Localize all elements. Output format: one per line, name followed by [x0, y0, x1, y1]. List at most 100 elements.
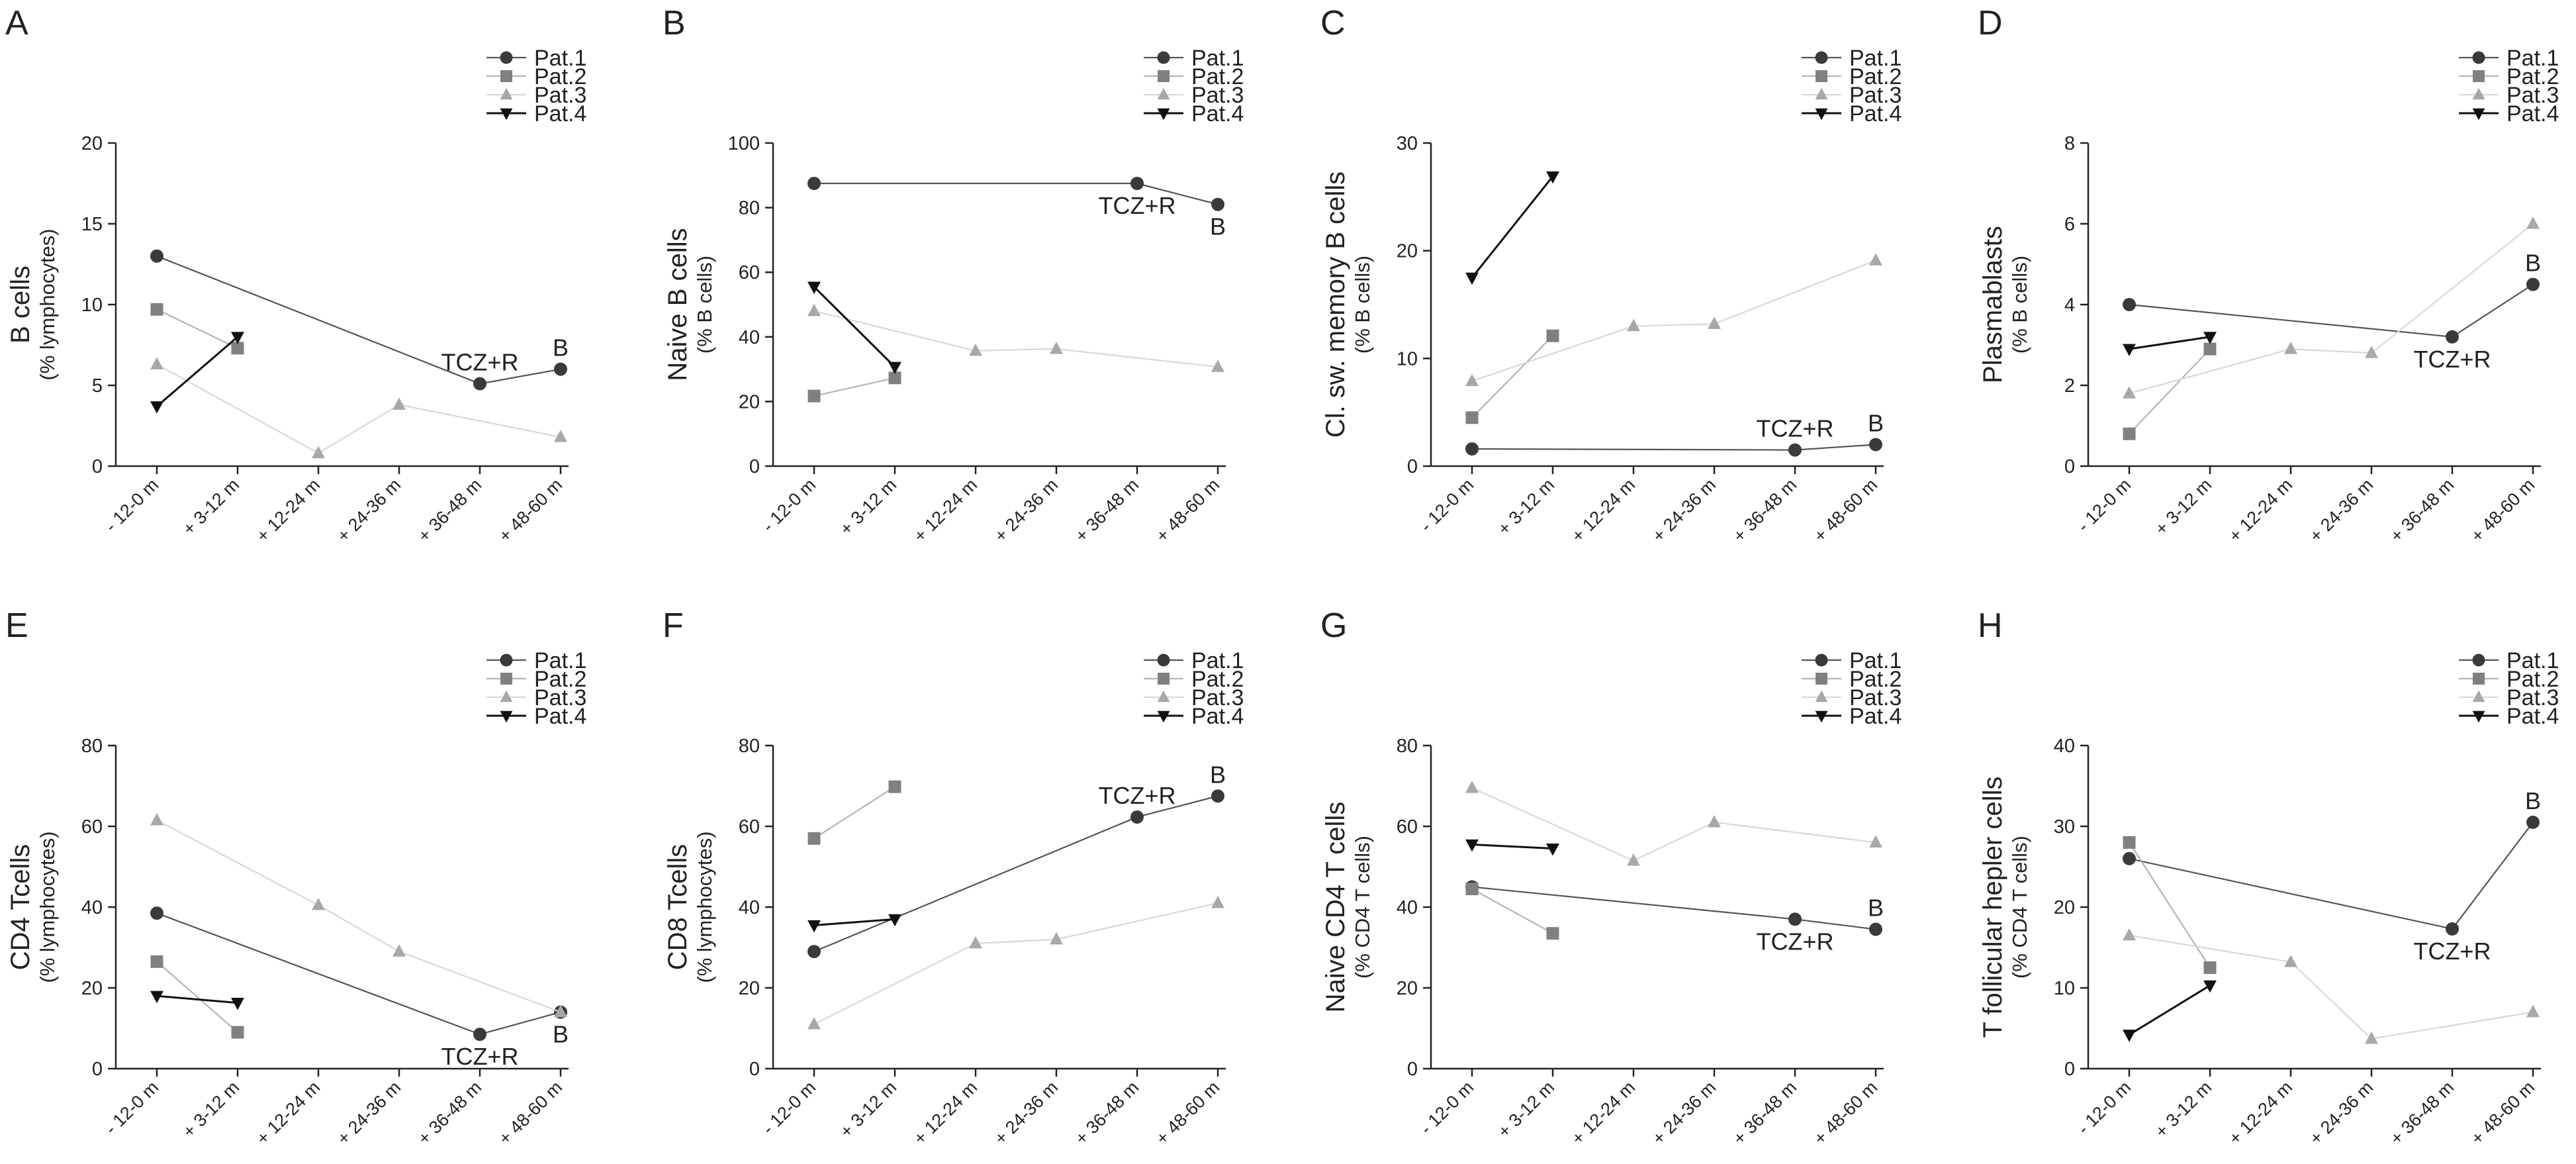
y-tick-label: 20: [739, 391, 760, 412]
x-tick-label: + 3-12 m: [1494, 1077, 1558, 1141]
series-line-pat-2: [2129, 842, 2211, 969]
data-point-pat-3: [392, 944, 406, 957]
x-tick-label: + 12-24 m: [2225, 1077, 2297, 1149]
panel-g: G 0 20 40 60 80 - 12-0 m + 3-12 m + 12-24 m + 24-…: [1320, 606, 1902, 1149]
legend-label-pat-1: Pat.1: [2507, 648, 2559, 673]
x-tick-label: - 12-0 m: [1416, 1077, 1477, 1138]
series-pat-3: [807, 303, 1224, 372]
y-axis-label: Naive CD4 T cells: [1321, 802, 1350, 1013]
x-tick-label: + 3-12 m: [2151, 1077, 2215, 1141]
data-point-pat-3: [2526, 1004, 2540, 1018]
data-point-pat-3: [150, 357, 163, 369]
y-axis-sublabel: (% lymphocytes): [36, 831, 59, 983]
data-point-pat-1: [2123, 298, 2136, 311]
x-tick-label: + 48-60 m: [2467, 475, 2539, 546]
x-tick-label: - 12-0 m: [759, 1077, 819, 1138]
data-point-pat-2: [2123, 836, 2136, 849]
data-point-pat-2: [1546, 329, 1559, 342]
legend-label-pat-4: Pat.4: [2507, 101, 2559, 126]
x-tick-label: + 12-24 m: [2225, 475, 2297, 546]
x-tick-label: + 24-36 m: [1649, 475, 1720, 546]
panel-letter: B: [663, 4, 686, 42]
x-tick-label: + 3-12 m: [836, 1077, 900, 1141]
data-point-pat-1: [2526, 277, 2540, 291]
y-tick-label: 40: [1397, 897, 1418, 918]
y-axis-sublabel: (% lymphocytes): [693, 831, 716, 983]
panel-letter: C: [1320, 4, 1346, 42]
y-tick-label: 60: [739, 816, 760, 838]
y-axis-sublabel: (% B cells): [693, 256, 716, 354]
legend-marker-pat-1: [500, 654, 513, 667]
series-pat-2: [2123, 836, 2217, 974]
series-pat-1: [807, 177, 1224, 211]
data-point-pat-1: [554, 362, 567, 376]
data-point-pat-1: [2446, 922, 2459, 936]
x-tick-label: + 48-60 m: [1152, 1077, 1224, 1149]
legend-label-pat-4: Pat.4: [534, 704, 586, 729]
y-axis-label: Plasmablasts: [1978, 226, 2007, 383]
series-pat-1: [807, 789, 1224, 959]
legend-label-pat-3: Pat.3: [534, 685, 586, 710]
y-tick-label: 10: [1397, 348, 1418, 369]
annotation-tcz-r: TCZ+R: [1757, 928, 1834, 955]
x-tick-label: - 12-0 m: [759, 475, 819, 536]
series-pat-3: [150, 812, 567, 1018]
series-line-pat-4: [2129, 985, 2211, 1036]
data-point-pat-2: [231, 342, 244, 355]
annotation-b: B: [1210, 761, 1226, 788]
data-point-pat-2: [1546, 927, 1559, 940]
legend-label-pat-4: Pat.4: [1849, 704, 1902, 729]
panel-letter: G: [1320, 606, 1347, 645]
series-line-pat-2: [156, 961, 238, 1033]
data-point-pat-1: [2123, 851, 2136, 865]
series-line-pat-2: [813, 786, 896, 840]
legend-label-pat-1: Pat.1: [534, 46, 586, 71]
legend-marker-pat-2: [500, 673, 512, 685]
legend-marker-pat-4: [2472, 108, 2485, 121]
series-line-pat-2: [2129, 348, 2211, 434]
legend-label-pat-2: Pat.2: [1191, 64, 1244, 89]
legend-marker-pat-1: [1815, 654, 1828, 667]
legend-label-pat-3: Pat.3: [1849, 685, 1902, 710]
legend-marker-pat-2: [2473, 70, 2485, 82]
annotation-tcz-r: TCZ+R: [1757, 415, 1834, 442]
panel-c: C 0 10 20 30 - 12-0 m + 3-12 m + 12-24 m + 24-36…: [1320, 4, 1902, 546]
series-pat-2: [1465, 329, 1559, 424]
legend-marker-pat-2: [500, 70, 512, 82]
annotation-tcz-r: TCZ+R: [441, 349, 519, 376]
series-pat-3: [2123, 217, 2540, 399]
y-tick-label: 8: [2064, 133, 2075, 154]
series-pat-4: [1465, 839, 1559, 856]
x-tick-label: + 36-48 m: [1729, 475, 1801, 546]
series-pat-4: [150, 991, 244, 1010]
y-axis-label: Naive B cells: [663, 228, 692, 381]
series-pat-4: [2123, 332, 2217, 357]
data-point-pat-2: [150, 303, 163, 316]
data-point-pat-2: [1465, 883, 1479, 896]
y-tick-label: 20: [81, 133, 103, 154]
data-point-pat-4: [150, 401, 163, 414]
y-axis-sublabel: (% lymphocytes): [36, 228, 59, 380]
data-point-pat-1: [807, 945, 821, 959]
legend-label-pat-3: Pat.3: [2507, 83, 2559, 108]
series-line-pat-4: [1471, 175, 1554, 279]
data-point-pat-2: [150, 955, 163, 968]
data-point-pat-3: [1050, 932, 1063, 945]
panel-letter: D: [1978, 4, 2003, 42]
x-tick-label: + 12-24 m: [1568, 475, 1639, 546]
x-tick-label: - 12-0 m: [2074, 475, 2135, 536]
data-point-pat-1: [473, 377, 486, 391]
series-pat-2: [2123, 342, 2217, 440]
data-point-pat-3: [1211, 895, 1224, 908]
data-point-pat-1: [1465, 442, 1479, 456]
data-point-pat-4: [2123, 1030, 2136, 1042]
x-tick-label: + 12-24 m: [910, 1077, 982, 1149]
data-point-pat-4: [231, 332, 244, 344]
y-tick-label: 4: [2064, 295, 2075, 316]
data-point-pat-1: [1130, 177, 1144, 190]
y-tick-label: 6: [2064, 214, 2075, 235]
y-tick-label: 20: [1397, 978, 1418, 999]
legend-marker-pat-1: [2472, 51, 2485, 64]
